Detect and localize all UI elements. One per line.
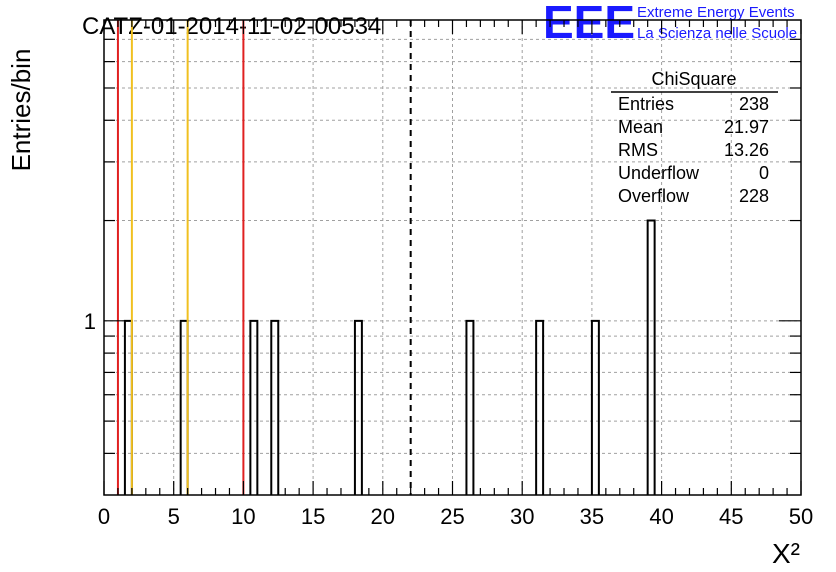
logo-line1: Extreme Energy Events bbox=[637, 4, 795, 21]
histogram-bin bbox=[465, 319, 475, 495]
stats-row-value: 13.26 bbox=[724, 140, 769, 160]
x-tick-label: 0 bbox=[98, 504, 110, 529]
vertical-lines-layer bbox=[116, 20, 412, 495]
stats-row-value: 228 bbox=[739, 186, 769, 206]
stats-row-value: 21.97 bbox=[724, 117, 769, 137]
chart-title: CATZ-01-2014-11-02-00534 bbox=[82, 13, 381, 40]
y-tick-label: 1 bbox=[84, 309, 96, 334]
x-tick-label: 50 bbox=[789, 504, 813, 529]
x-axis-label: X² bbox=[772, 538, 800, 569]
histogram-bin bbox=[646, 219, 656, 495]
x-tick-label: 5 bbox=[168, 504, 180, 529]
histogram-bin bbox=[353, 319, 363, 495]
stats-row-value: 0 bbox=[759, 163, 769, 183]
grid-layer bbox=[104, 20, 801, 495]
histogram-bin bbox=[179, 319, 189, 495]
x-tick-label: 10 bbox=[231, 504, 255, 529]
histogram-bin bbox=[123, 319, 133, 495]
stats-rows: Entries 238 Mean 21.97 RMS 13.26 Underflow 0 Ove… bbox=[618, 94, 769, 206]
histogram-bin bbox=[270, 319, 280, 495]
stats-title: ChiSquare bbox=[651, 69, 736, 89]
ticks-layer: 0 5 10 15 20 25 30 35 40 45 50 1 bbox=[84, 20, 813, 529]
logo-text: EEE bbox=[543, 0, 635, 48]
y-axis-label: Entries/bin bbox=[6, 49, 36, 172]
stats-row-label: Overflow bbox=[618, 186, 690, 206]
stats-box: ChiSquare Entries 238 Mean 21.97 RMS 13.26 Und… bbox=[611, 69, 778, 206]
stats-row-label: Underflow bbox=[618, 163, 700, 183]
histogram-bin bbox=[249, 319, 259, 495]
x-tick-label: 30 bbox=[510, 504, 534, 529]
x-tick-label: 15 bbox=[301, 504, 325, 529]
logo-line2: La Scienza nelle Scuole bbox=[637, 25, 797, 42]
x-tick-label: 20 bbox=[371, 504, 395, 529]
x-tick-label: 35 bbox=[580, 504, 604, 529]
bins-layer bbox=[123, 219, 656, 495]
stats-row-value: 238 bbox=[739, 94, 769, 114]
stats-row-label: Mean bbox=[618, 117, 663, 137]
histogram-bin bbox=[590, 319, 600, 495]
stats-row-label: RMS bbox=[618, 140, 658, 160]
x-tick-label: 25 bbox=[440, 504, 464, 529]
x-tick-label: 40 bbox=[649, 504, 673, 529]
stats-row-label: Entries bbox=[618, 94, 674, 114]
x-tick-label: 45 bbox=[719, 504, 743, 529]
histogram-bin bbox=[535, 319, 545, 495]
